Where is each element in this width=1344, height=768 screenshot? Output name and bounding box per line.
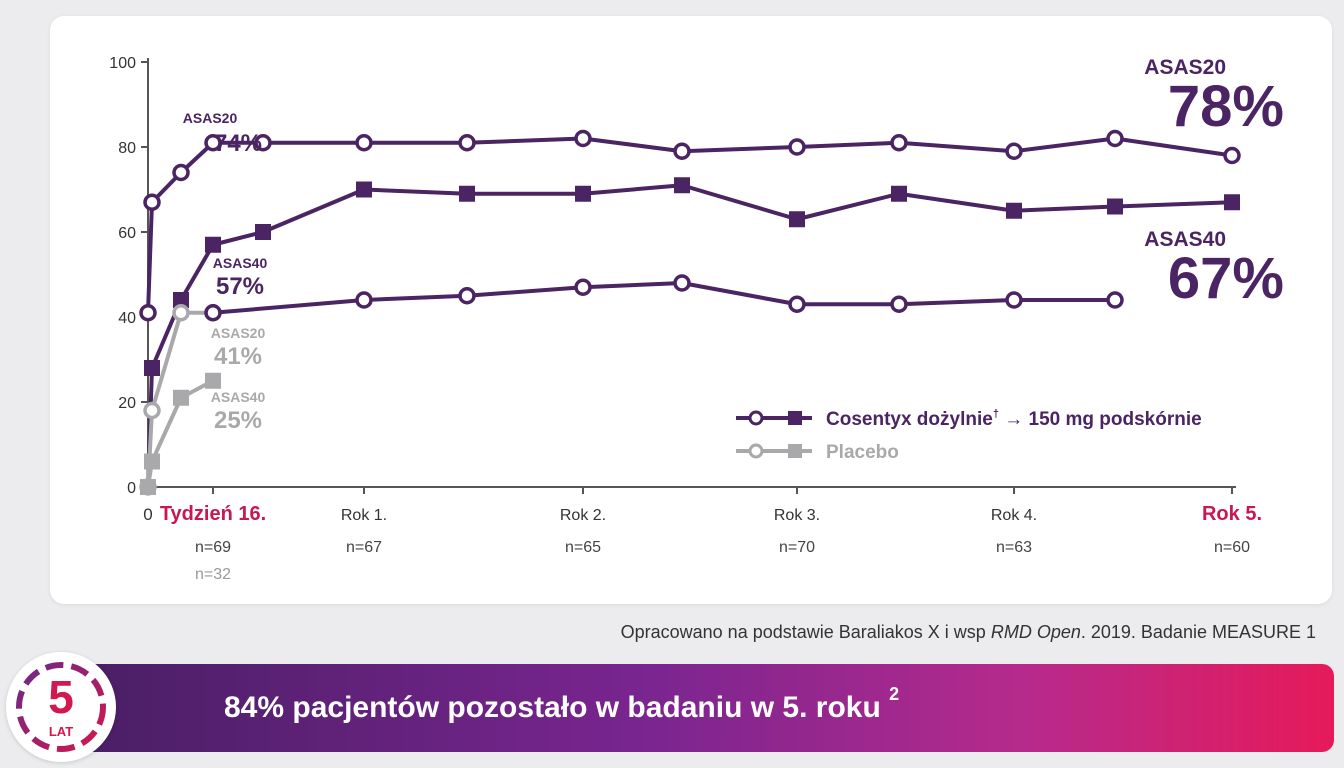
five-years-badge: 5 LAT xyxy=(6,652,116,762)
data-point-circle xyxy=(788,138,806,156)
banner-footnote: 2 xyxy=(889,684,900,704)
annotation-value: 78% xyxy=(1168,74,1284,139)
annotation-label: ASAS20 xyxy=(211,325,266,341)
source-text-end: . 2019. Badanie MEASURE 1 xyxy=(1080,622,1316,642)
data-point-square xyxy=(140,479,156,495)
x-tick-label-zero: 0 xyxy=(143,505,152,524)
annotation-label: ASAS40 xyxy=(211,389,266,405)
data-point-square xyxy=(674,177,690,194)
data-point-square xyxy=(144,360,160,376)
data-point-circle xyxy=(172,304,190,322)
data-point-circle xyxy=(890,134,908,152)
data-point-square xyxy=(1006,202,1022,219)
series-line xyxy=(146,183,1233,488)
data-point-square xyxy=(356,181,372,198)
legend-swatch-square xyxy=(788,411,802,425)
sample-size-label: n=69 xyxy=(195,539,231,556)
data-point-circle xyxy=(673,142,691,160)
legend-swatch-circle xyxy=(748,443,764,459)
data-point-circle xyxy=(139,304,157,322)
data-point-circle xyxy=(1106,129,1124,148)
data-point-circle xyxy=(458,287,476,305)
series-line xyxy=(146,310,213,488)
data-point-square xyxy=(1107,198,1123,215)
data-point-circle xyxy=(172,163,190,182)
data-point-square xyxy=(575,185,591,202)
data-point-square xyxy=(255,224,271,240)
data-point-circle xyxy=(143,401,161,420)
data-point-circle xyxy=(355,134,373,152)
legend-swatch-square xyxy=(788,444,802,458)
annotation-value: 67% xyxy=(1168,246,1284,311)
data-point-square xyxy=(205,372,221,389)
data-point-circle xyxy=(204,304,222,322)
y-tick-label: 0 xyxy=(127,480,136,497)
data-point-circle xyxy=(204,134,222,152)
badge-number: 5 xyxy=(48,671,74,723)
source-text: Opracowano na podstawie Baraliakos X i w… xyxy=(620,622,991,642)
annotation-label: ASAS20 xyxy=(1144,56,1226,79)
y-tick-label: 40 xyxy=(118,310,136,327)
source-journal: RMD Open xyxy=(990,622,1081,642)
x-tick-label: Rok 1. xyxy=(341,507,387,524)
data-point-circle xyxy=(143,193,161,211)
sample-size-label: n=63 xyxy=(996,539,1032,556)
data-point-square xyxy=(891,185,907,202)
banner-message: 84% pacjentów pozostało w badaniu w 5. r… xyxy=(224,691,881,724)
data-point-circle xyxy=(788,295,806,313)
data-point-square xyxy=(459,185,475,202)
data-point-circle xyxy=(574,129,592,148)
y-tick-label: 20 xyxy=(118,395,136,412)
data-point-square xyxy=(205,236,221,253)
data-point-circle xyxy=(1106,291,1124,309)
annotation-label: ASAS40 xyxy=(1144,228,1226,251)
data-point-square xyxy=(173,389,189,406)
x-tick-label: Rok 3. xyxy=(774,507,820,524)
y-tick-label: 80 xyxy=(118,140,136,157)
y-tick-label: 100 xyxy=(109,55,136,72)
x-tick-label: Rok 2. xyxy=(560,507,606,524)
annotation-value: 41% xyxy=(214,343,262,370)
series-line xyxy=(212,281,1115,315)
badge-word: LAT xyxy=(48,724,74,739)
x-tick-label: Rok 4. xyxy=(991,507,1037,524)
sample-size-label: n=60 xyxy=(1214,539,1250,556)
series-line xyxy=(146,378,214,488)
legend-swatch-circle xyxy=(748,410,764,426)
data-point-circle xyxy=(890,295,908,313)
sample-size-label: n=67 xyxy=(346,539,382,556)
data-point-square xyxy=(173,292,189,308)
sample-size-label: n=65 xyxy=(565,539,601,556)
data-point-square xyxy=(1224,194,1240,211)
annotation-value: 25% xyxy=(214,407,262,434)
y-tick-label: 60 xyxy=(118,225,136,242)
annotation-value: 74% xyxy=(214,130,262,157)
data-point-circle xyxy=(574,278,592,296)
data-point-circle xyxy=(673,274,691,292)
data-point-square xyxy=(144,453,160,470)
line-chart: 0 20 40 60 80 100 0 Tydzień 16. n=69 n=32 Rok 1. n=… xyxy=(109,55,1284,583)
data-point-circle xyxy=(254,134,272,152)
sample-size-label: n=70 xyxy=(779,539,815,556)
x-tick-label: Tydzień 16. xyxy=(160,503,266,525)
banner-text: 84% pacjentów pozostało w badaniu w 5. r… xyxy=(224,664,899,752)
series-line xyxy=(146,136,1233,313)
legend-label: Cosentyx dożylnie† → 150 mg podskórnie xyxy=(826,408,1202,430)
data-point-circle xyxy=(1223,146,1241,165)
source-citation: Opracowano na podstawie Baraliakos X i w… xyxy=(621,622,1316,643)
data-point-square xyxy=(789,211,805,228)
annotation-value: 57% xyxy=(216,273,264,300)
retention-banner xyxy=(90,664,1334,752)
data-point-circle xyxy=(458,134,476,152)
data-point-circle xyxy=(1005,142,1023,160)
annotation-label: ASAS20 xyxy=(183,110,238,126)
legend-label: Placebo xyxy=(826,442,899,463)
x-tick-label: Rok 5. xyxy=(1202,503,1262,525)
data-point-circle xyxy=(1005,291,1023,309)
sample-size-label: n=32 xyxy=(195,566,231,583)
badge-ring-icon xyxy=(16,662,106,752)
data-point-circle xyxy=(355,291,373,309)
annotation-label: ASAS40 xyxy=(213,255,268,271)
